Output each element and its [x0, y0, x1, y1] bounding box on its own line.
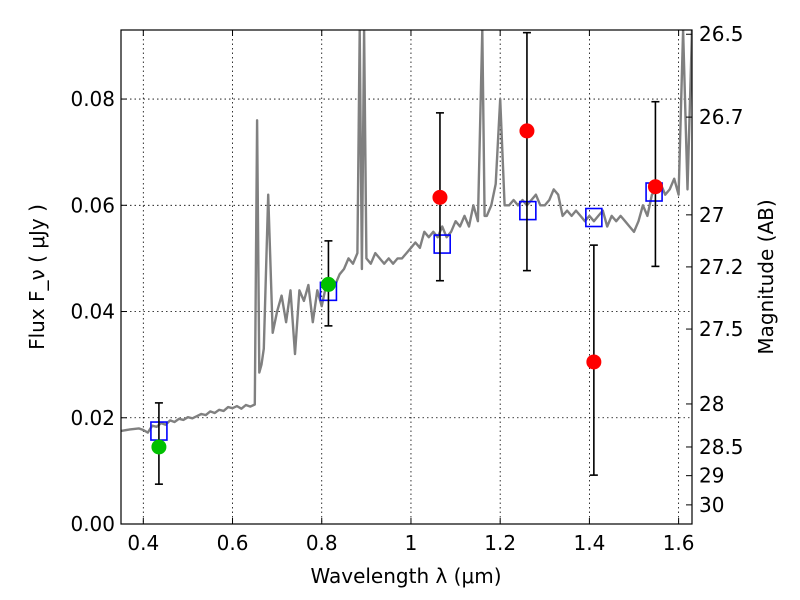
points-layer: [150, 31, 663, 485]
x-tick-label: 1.6: [663, 531, 695, 555]
y-tick-label: 0.06: [70, 193, 115, 217]
data-layer: [121, 30, 692, 434]
x-tick-label: 1.4: [573, 531, 605, 555]
x-axis-label: Wavelength λ (μm): [310, 564, 501, 588]
y-tick-label: 0.00: [70, 512, 115, 536]
model-box-point: [433, 234, 451, 254]
y2-tick-label: 26.7: [699, 105, 744, 129]
red-data-point: [519, 123, 535, 139]
y2-tick-label: 27.2: [699, 255, 744, 279]
y-axis-label: Flux F_ν ( μJy ): [25, 204, 49, 350]
y2-tick-label: 28: [699, 392, 724, 416]
red-data-point: [432, 189, 448, 205]
red-data-point: [586, 354, 602, 370]
plot-background: [121, 30, 692, 524]
y2-tick-label: 26.5: [699, 22, 744, 46]
y2-tick-label: 28.5: [699, 435, 744, 459]
x-tick-label: 1: [405, 531, 418, 555]
x-tick-label: 0.6: [217, 531, 249, 555]
y2-tick-label: 29: [699, 464, 724, 488]
y2-tick-label: 27.5: [699, 317, 744, 341]
y-tick-label: 0.02: [70, 406, 115, 430]
y2-tick-label: 27: [699, 203, 724, 227]
y-tick-label: 0.08: [70, 87, 115, 111]
red-data-point: [647, 179, 663, 195]
model-box-point: [585, 207, 603, 228]
spectrum-line: [121, 30, 692, 434]
green-data-point: [151, 439, 167, 455]
y-tick-label: 0.04: [70, 300, 115, 324]
x-tick-label: 0.8: [306, 531, 338, 555]
x-tick-label: 0.4: [127, 531, 159, 555]
green-data-point: [320, 276, 336, 292]
model-box-point: [519, 200, 537, 221]
y2-axis-label: Magnitude (AB): [754, 199, 778, 354]
axes-layer: 0.4 0.6 0.8 1 1.2 1.4 1.6 0.00 0.02 0.04 0.06 0.08 2…: [70, 22, 743, 555]
plot-frame: [120, 29, 693, 525]
x-tick-label: 1.2: [484, 531, 516, 555]
y2-tick-label: 30: [699, 493, 724, 517]
